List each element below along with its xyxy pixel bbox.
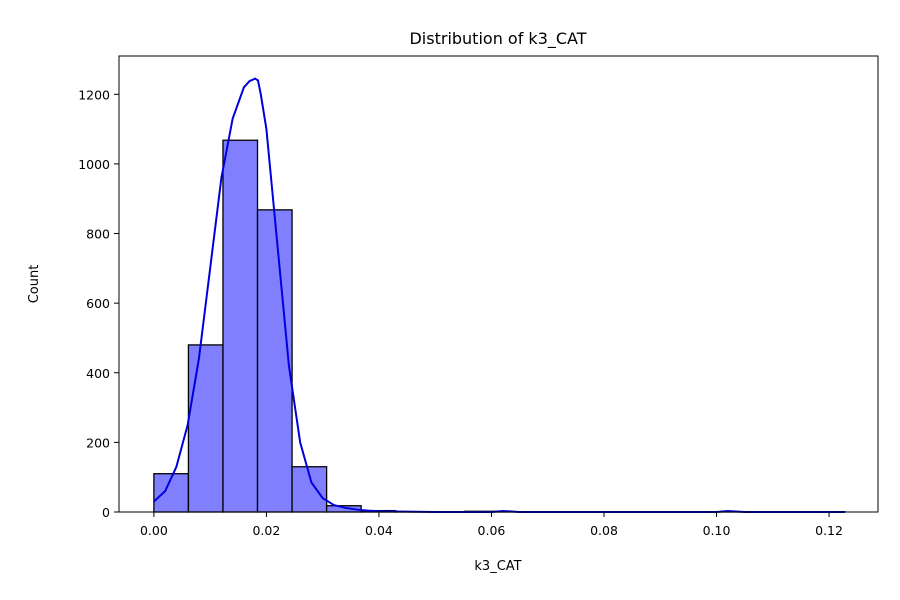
y-axis-label: Count (27, 265, 42, 304)
x-tick-label: 0.10 (703, 523, 731, 538)
plot-frame (118, 55, 879, 513)
x-tick-label: 0.02 (252, 523, 280, 538)
x-axis-ticks: 0.00 0.02 0.04 0.06 0.08 0.10 0.12 (140, 512, 843, 538)
y-tick-label: 600 (86, 296, 110, 311)
chart-title: Distribution of k3_CAT (409, 29, 586, 49)
y-tick-label: 0 (102, 505, 110, 520)
y-tick-label: 800 (86, 227, 110, 242)
y-tick-label: 1000 (78, 157, 110, 172)
histogram-bars (153, 139, 846, 513)
x-tick-label: 0.00 (140, 523, 168, 538)
x-tick-label: 0.08 (590, 523, 618, 538)
x-tick-label: 0.06 (478, 523, 506, 538)
histogram-bar (222, 139, 259, 513)
y-axis-ticks: 0 200 400 600 800 1000 1200 (78, 87, 119, 520)
x-tick-label: 0.12 (815, 523, 843, 538)
y-tick-label: 200 (86, 435, 110, 450)
y-tick-label: 1200 (78, 87, 110, 102)
x-tick-label: 0.04 (365, 523, 393, 538)
x-axis-label: k3_CAT (474, 559, 521, 574)
histogram-bar (187, 344, 224, 513)
histogram-bar (256, 209, 293, 513)
y-tick-label: 400 (86, 366, 110, 381)
